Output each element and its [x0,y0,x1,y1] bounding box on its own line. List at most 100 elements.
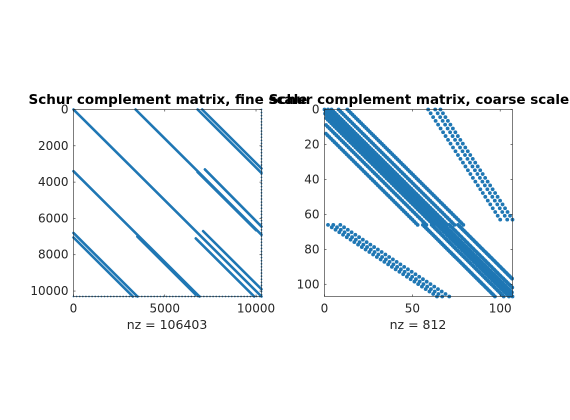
nonzero-dot [414,277,418,282]
x-tick-label: 5000 [149,302,180,316]
nonzero-dot [424,279,429,284]
x-tick-label: 10000 [237,302,275,316]
nonzero-dot [368,242,373,247]
nonzero-dot [446,137,450,142]
nonzero-dot [417,274,422,279]
nonzero-dot [450,126,455,131]
nonzero-dot [342,230,347,235]
coarse-scale-marks [322,107,515,299]
nonzero-dot [376,252,381,257]
nonzero-dot [372,245,377,249]
dot-band [323,116,436,227]
sparsity-band [194,237,256,298]
nonzero-dot [502,213,507,218]
nonzero-dot [387,255,392,259]
nonzero-dot [480,179,485,184]
nonzero-dot [463,145,468,150]
nonzero-dot [455,141,460,146]
coarse-scale-axes [324,109,513,297]
nonzero-dot [461,160,465,165]
nonzero-dot [428,111,433,116]
nonzero-dot [421,282,426,287]
nonzero-dot [498,217,503,222]
y-tick-label: 4000 [38,175,69,189]
nonzero-dot [473,168,477,173]
nonzero-dot [380,255,385,259]
nonzero-dot [458,145,462,150]
nonzero-dot [463,153,467,157]
dot-band [322,107,515,299]
nonzero-dot [460,141,465,146]
y-tick-label: 10000 [30,284,68,298]
y-tick-label: 100 [297,277,320,291]
nonzero-dot [432,284,437,289]
nonzero-dot [473,160,478,165]
nonzero-dot [468,172,473,176]
nonzero-dot [428,282,433,287]
nonzero-dot [421,277,425,282]
nonzero-dot [338,222,343,227]
nonzero-dot [436,122,440,127]
nonzero-dot [342,225,346,230]
nonzero-dot [475,172,480,176]
nonzero-dot [451,145,455,150]
nonzero-dot [465,149,470,154]
nonzero-dot [493,210,498,214]
nonzero-dot [387,260,392,264]
nonzero-dot [490,206,495,211]
nonzero-dot [510,276,514,281]
nonzero-dot [510,290,514,295]
x-tick-label: 100 [489,302,512,316]
nonzero-dot [346,232,351,237]
nonzero-dot [498,198,502,203]
x-tick-label: 0 [321,302,329,316]
nonzero-dot [441,130,445,135]
nonzero-dot [480,172,485,176]
nonzero-dot [349,230,354,235]
y-tick-label: 20 [304,137,319,151]
nonzero-dot [452,222,457,227]
nonzero-dot [448,122,453,127]
y-tick-label: 40 [304,172,319,186]
nonzero-dot [431,115,436,119]
nonzero-dot [461,222,466,227]
nonzero-dot [375,247,380,252]
nonzero-dot [503,206,507,211]
y-tick-label: 6000 [38,211,69,225]
nonzero-dot [445,126,450,131]
nonzero-dot [443,134,448,138]
fine-scale-panel: Schur complement matrix, fine scale 0 500… [29,92,308,332]
nonzero-dot [350,235,354,240]
nonzero-dot [453,137,457,142]
edge-dots [72,108,263,298]
nonzero-dot [485,179,490,184]
nonzero-dot [406,272,411,277]
dot-band [326,222,452,299]
nonzero-dot [398,262,403,267]
nonzero-dot [443,115,448,119]
y-tick-label: 8000 [38,248,69,262]
nonzero-dot [436,292,441,296]
dot-band [420,222,515,299]
nonzero-dot [465,156,470,161]
nonzero-dot [433,118,438,123]
nonzero-dot [441,111,445,116]
x-tick-label: 50 [405,302,420,316]
nonzero-dot [429,287,433,291]
nonzero-dot [492,198,497,203]
nonzero-dot [470,175,475,180]
nonzero-dot [368,247,373,252]
nonzero-dot [458,156,463,161]
nonzero-dot [488,183,493,188]
fine-scale-title: Schur complement matrix, fine scale [29,92,308,108]
nonzero-dot [357,240,362,245]
y-tick-label: 80 [304,242,319,256]
nonzero-dot [413,272,418,277]
nonzero-dot [483,194,488,199]
nonzero-dot [493,191,498,195]
sparsity-band [201,229,263,291]
nonzero-dot [475,183,480,188]
nonzero-dot [335,225,339,230]
